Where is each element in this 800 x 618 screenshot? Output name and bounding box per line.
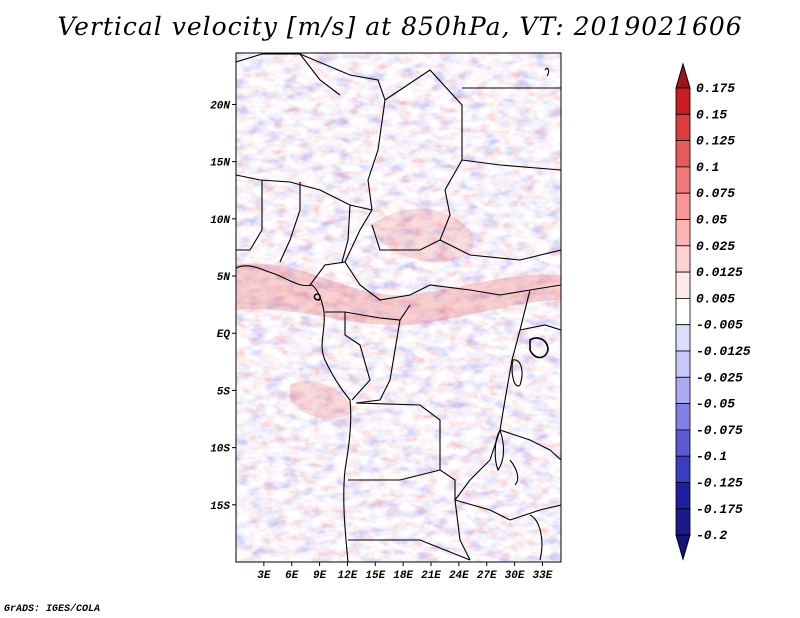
colorbar-label: -0.2 [696,528,727,543]
colorbar-swatch [675,455,691,483]
lon-tick-label: 30E [505,570,525,582]
colorbar-label: -0.175 [696,502,743,517]
colorbar-swatch [675,271,691,299]
colorbar-label: 0.05 [696,213,727,228]
lon-tick-label: 12E [338,570,358,582]
map-frame [235,52,562,563]
colorbar-label: 0.15 [696,107,727,122]
colorbar-swatch [675,192,691,220]
colorbar-label: -0.05 [696,397,735,412]
colorbar-swatch [675,403,691,431]
colorbar-bottom-triangle [675,534,691,561]
lat-tick-label: 15N [210,158,230,170]
colorbar-label: 0.005 [696,291,735,306]
colorbar-swatch [675,350,691,378]
colorbar-swatch [675,376,691,404]
longitude-axis: 3E 6E 9E 12E 15E 18E 21E 24E 27E 30E 33E [257,562,553,582]
lat-tick-label: 15S [210,501,230,513]
colorbar-label: 0.075 [696,186,735,201]
grads-credit: GrADS: IGES/COLA [4,604,101,615]
colorbar-top-triangle [675,62,691,89]
colorbar-label: -0.125 [696,476,743,491]
lat-tick-label: 5S [217,386,231,398]
colorbar-swatch [675,297,691,326]
colorbar-label: 0.0125 [696,265,743,280]
colorbar-label: -0.0125 [696,344,751,359]
colorbar-label: 0.025 [696,239,735,254]
colorbar: 0.175 0.15 0.125 0.1 0.075 0.05 0.025 0.0125 0.0… [675,62,751,561]
colorbar-label: -0.005 [696,318,743,333]
colorbar-swatch [675,166,691,194]
lat-tick-label: 20N [210,100,230,112]
colorbar-swatch [675,245,691,273]
lat-tick-label: 10S [210,444,230,456]
colorbar-swatch [675,87,691,115]
colorbar-label: -0.075 [696,423,743,438]
colorbar-label: 0.1 [696,160,719,175]
colorbar-swatch [675,113,691,142]
latitude-axis: 20N 15N 10N 5N EQ 5S 10S 15S [210,100,236,513]
colorbar-swatch [675,140,691,168]
colorbar-swatch [675,429,691,457]
lon-tick-label: 24E [449,570,469,582]
lon-tick-label: 15E [365,570,385,582]
lon-tick-label: 27E [477,570,497,582]
lon-tick-label: 21E [421,570,441,582]
colorbar-swatch [675,219,691,247]
colorbar-swatch [675,324,691,352]
colorbar-swatch [675,508,691,536]
lon-tick-label: 18E [393,570,413,582]
figure-title: Vertical velocity [m/s] at 850hPa, VT: 2… [57,12,743,41]
lon-tick-label: 3E [257,570,271,582]
colorbar-label: 0.175 [696,81,735,96]
lat-tick-label: 10N [210,215,230,227]
colorbar-label: -0.025 [696,370,743,385]
lon-tick-label: 33E [533,570,553,582]
lon-tick-label: 9E [313,570,327,582]
colorbar-label: 0.125 [696,134,735,149]
lon-tick-label: 6E [285,570,299,582]
lat-tick-label: 5N [217,272,231,284]
colorbar-label: -0.1 [696,449,727,464]
lat-tick-label: EQ [217,329,231,341]
country-borders [236,53,561,562]
velocity-field [236,53,561,562]
colorbar-swatch [675,482,691,510]
